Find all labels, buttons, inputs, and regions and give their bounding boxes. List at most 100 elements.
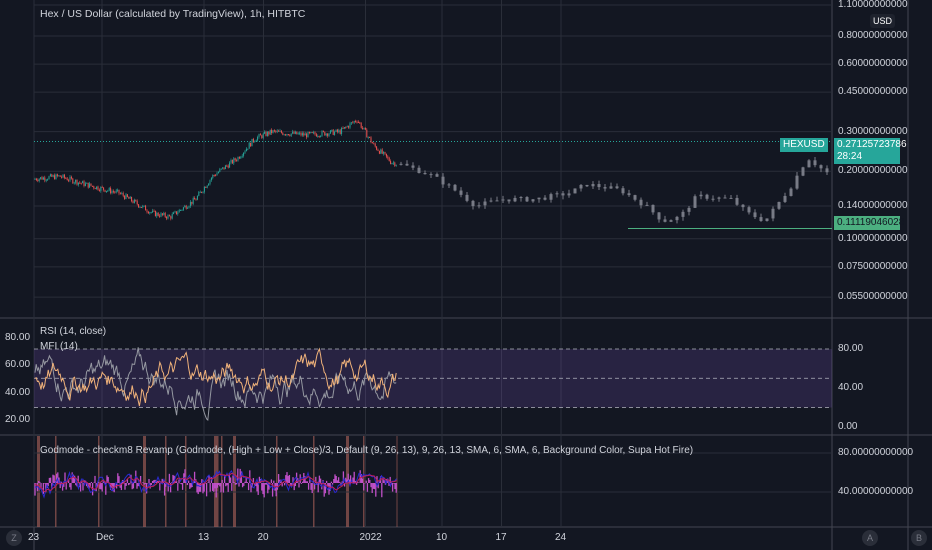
candle-body [369,136,371,138]
low-price-tag: 0.11119046028 [834,216,904,230]
candle-body [139,206,141,208]
candle-body [125,194,127,199]
candle-body [331,129,333,131]
candle-body [202,191,204,193]
zoom-button[interactable]: Z [6,530,22,546]
candle-body [142,205,144,208]
candle-body [429,174,433,176]
candle-body [40,177,42,179]
mfi-title: MFI (14) [40,341,78,352]
candle-body [783,195,787,202]
candle-body [318,136,320,138]
candle-body [110,188,112,194]
candle-body [394,162,396,166]
candle-body [196,195,198,200]
godmode-signal-bar [276,436,278,527]
candle-body [525,197,529,202]
candle-body [230,160,232,163]
candle-body [360,123,362,128]
candle-body [271,129,273,133]
candle-body [94,188,96,190]
candle-body [276,130,278,132]
rsi-right-tick: 80.00 [838,343,864,354]
candle-body [100,186,102,191]
candle-body [52,175,54,177]
candle-body [143,205,145,207]
candle-body [495,200,499,202]
candle-body [366,129,368,138]
candle-body [55,174,57,180]
godmode-slow-line [34,472,397,492]
candle-body [367,136,369,138]
candle-body [157,212,159,216]
candle-body [257,137,259,141]
candle-body [341,128,343,134]
candle-body [147,211,149,214]
candle-body [310,132,312,134]
candle-body [73,182,75,184]
candle-body [48,176,50,180]
candle-body [35,178,37,181]
candle-body [177,212,179,215]
candle-body [136,201,138,205]
candle-body [152,210,154,213]
candle-body [507,199,511,202]
candle-body [359,122,361,124]
candle-body [229,162,231,168]
candle-body [117,189,119,191]
candle-body [543,197,547,200]
godmode-signal-bar [165,436,167,527]
candle-body [675,216,679,221]
candle-body [178,209,180,213]
candle-body [83,181,85,186]
candle-body [233,158,235,164]
candle-body [38,178,40,181]
candle-body [423,173,427,175]
candle-body [65,177,67,179]
candle-body [63,174,65,178]
candle-body [195,199,197,201]
candle-body [79,182,81,184]
time-tick: 13 [198,532,210,543]
currency-label[interactable]: USD [870,14,896,28]
candle-body [209,180,211,184]
candle-body [90,183,92,186]
candle-body [735,197,739,205]
candle-body [47,179,49,181]
candle-body [167,215,169,219]
candle-body [350,122,352,124]
candle-body [669,220,673,222]
candle-body [294,131,296,134]
candle-body [192,198,194,204]
candle-body [301,133,303,136]
candle-body [154,210,156,217]
candle-body [96,186,98,190]
candle-body [657,212,661,220]
candle-body [332,129,334,135]
log-scale-button[interactable]: B [911,530,927,546]
candle-body [241,155,243,157]
candle-body [286,134,288,136]
left-axis-bg [0,0,34,527]
candle-body [69,176,71,181]
candle-body [150,212,152,214]
candle-body [76,179,78,185]
candle-body [135,199,137,202]
rsi-right-tick: 0.00 [838,421,858,432]
candle-body [390,161,392,164]
candle-body [801,167,805,176]
candle-body [348,126,350,128]
candle-body [101,186,103,188]
candle-body [717,197,721,199]
candle-body [163,212,165,215]
price-tick: 0.14000000000 [838,199,908,211]
candle-body [477,205,481,207]
candle-body [206,185,208,188]
candle-body [355,121,357,123]
candle-body [825,168,829,173]
candle-body [399,163,403,165]
candle-body [335,129,337,132]
rsi-left-tick: 40.00 [5,386,31,398]
auto-scale-button[interactable]: A [862,530,878,546]
